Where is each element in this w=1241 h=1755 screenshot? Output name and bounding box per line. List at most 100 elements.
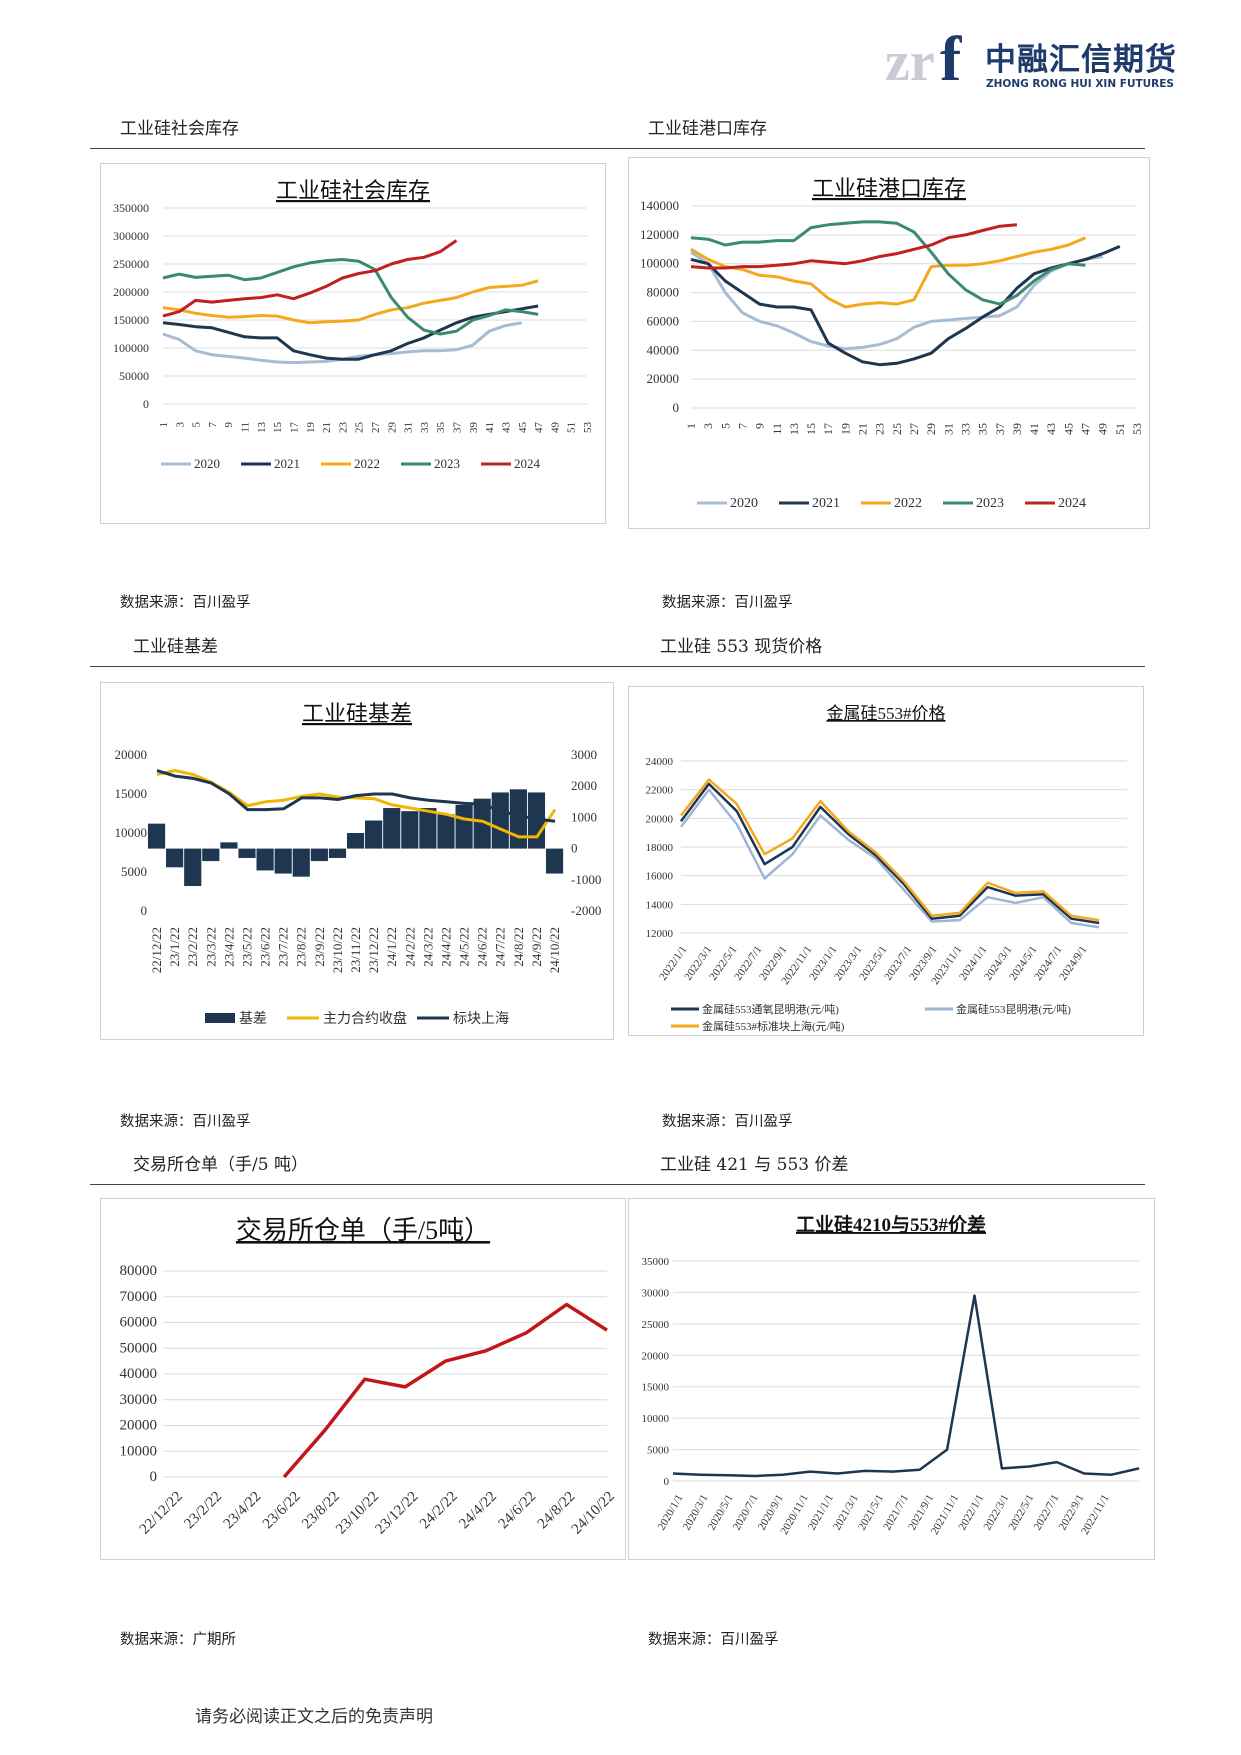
y-tick-label: 100000 xyxy=(113,341,149,355)
x-tick-label: 3 xyxy=(174,422,186,428)
section-rule-2 xyxy=(90,666,1145,667)
basis-bar xyxy=(346,833,365,849)
chart-box-social-inventory: 工业硅社会库存 0 50000 100000 150000 200000 250000 300… xyxy=(100,163,606,524)
y-tick-label: 35000 xyxy=(642,1256,670,1268)
basis-bar xyxy=(455,804,473,849)
basis-bar xyxy=(147,823,166,849)
x-tick-label: 25 xyxy=(354,422,366,434)
y-tick-label: 20000 xyxy=(646,813,674,825)
y-tick-label: 5000 xyxy=(647,1445,670,1457)
x-tick-label: 19 xyxy=(838,423,852,435)
x-tick-label: 17 xyxy=(288,422,300,434)
y-tick-label: 50000 xyxy=(120,1340,158,1356)
source-spot-price: 数据来源：百川盈孚 xyxy=(662,1114,793,1130)
series-line-2022 xyxy=(690,236,1087,309)
chart-social-inventory: 工业硅社会库存 0 50000 100000 150000 200000 250000 300… xyxy=(113,178,594,471)
x-tick-label: 7 xyxy=(735,423,749,429)
x-tick-label: 31 xyxy=(403,422,415,433)
chart-title: 金属硅553#价格 xyxy=(827,704,946,723)
x-tick-label: 49 xyxy=(1096,423,1110,435)
legend-label: 金属硅553昆明港(元/吨) xyxy=(956,1002,1071,1016)
legend-label: 2023 xyxy=(434,456,460,471)
series-line-2023 xyxy=(690,220,1086,306)
chart-spot-price: 金属硅553#价格 12000 14000 16000 18000 20000 22000 2… xyxy=(646,704,1127,1033)
legend-label: 2020 xyxy=(730,496,758,511)
x-tick-label: 9 xyxy=(223,422,235,428)
chart-title: 交易所仓单（手/5吨） xyxy=(236,1216,490,1245)
section-rule-3 xyxy=(90,1184,1145,1185)
legend-label: 2021 xyxy=(274,456,300,471)
series-line-1 xyxy=(680,788,1100,929)
legend-label: 2022 xyxy=(894,496,922,511)
x-tick-label: 15 xyxy=(272,422,284,434)
x-tick-label: 17 xyxy=(821,423,835,435)
basis-bar xyxy=(437,814,455,849)
y-tick-label: 0 xyxy=(143,397,149,411)
x-tick-label: 45 xyxy=(517,422,529,434)
y-tick-label: 30000 xyxy=(642,1287,670,1299)
y-tick-label: 200000 xyxy=(113,285,149,299)
series-line-2023 xyxy=(162,258,539,336)
x-tick-label: 15 xyxy=(804,423,818,435)
x-tick-label: 23/6/22 xyxy=(260,1489,304,1533)
x-tick-label: 45 xyxy=(1061,423,1075,435)
chart-box-warehouse: 交易所仓单（手/5吨） 0 10000 20000 30000 40000 50000 600… xyxy=(100,1198,626,1560)
y-left-tick-label: 15000 xyxy=(115,786,148,801)
x-tick-label: 35 xyxy=(976,423,990,435)
x-tick-label: 21 xyxy=(321,422,333,433)
basis-bar xyxy=(419,808,437,849)
x-tick-label: 41 xyxy=(1027,423,1041,435)
source-spread: 数据来源：百川盈孚 xyxy=(648,1632,779,1648)
y-right-tick-label: 0 xyxy=(571,841,578,856)
section-rule-1 xyxy=(90,148,1145,149)
x-tick-label: 24/6/22 xyxy=(496,1489,540,1533)
legend-swatch xyxy=(205,1013,235,1023)
y-tick-label: 22000 xyxy=(646,785,674,797)
x-tick-label: 51 xyxy=(566,422,578,433)
y-tick-label: 50000 xyxy=(119,369,149,383)
y-tick-label: 120000 xyxy=(640,227,679,242)
x-tick-label: 43 xyxy=(500,422,512,434)
legend-label: 主力合约收盘 xyxy=(323,1010,407,1027)
source-warehouse: 数据来源：广期所 xyxy=(120,1632,236,1648)
x-tick-label: 27 xyxy=(907,423,921,435)
y-tick-label: 20000 xyxy=(647,371,680,386)
chart-warehouse: 交易所仓单（手/5吨） 0 10000 20000 30000 40000 50000 600… xyxy=(120,1216,618,1538)
x-tick-label: 53 xyxy=(1130,423,1144,435)
legend-label: 基差 xyxy=(239,1010,267,1027)
x-tick-label: 11 xyxy=(770,423,784,435)
y-tick-label: 10000 xyxy=(642,1413,670,1425)
legend-label: 金属硅553通氧昆明港(元/吨) xyxy=(702,1002,839,1016)
basis-bar xyxy=(365,820,383,849)
y-tick-label: 350000 xyxy=(113,201,149,215)
x-tick-label: 7 xyxy=(207,422,219,428)
y-left-tick-label: 10000 xyxy=(115,825,148,840)
x-tick-label: 37 xyxy=(993,423,1007,435)
x-tick-label: 23/7/22 xyxy=(276,927,291,967)
series-line-2024 xyxy=(690,223,1018,270)
x-tick-label: 23/10/22 xyxy=(333,1489,382,1538)
x-tick-label: 49 xyxy=(549,422,561,434)
chart-title: 工业硅社会库存 xyxy=(276,178,430,203)
x-tick-label: 29 xyxy=(924,423,938,435)
legend-label: 2024 xyxy=(1058,496,1086,511)
legend-label: 2023 xyxy=(976,496,1004,511)
y-tick-label: 25000 xyxy=(642,1319,670,1331)
x-tick-label: 24/9/22 xyxy=(529,927,544,967)
svg-text:f: f xyxy=(940,28,962,90)
x-tick-label: 51 xyxy=(1113,423,1127,435)
x-tick-label: 23/4/22 xyxy=(221,1489,265,1533)
series-line-2020 xyxy=(690,250,1103,351)
source-social-inventory: 数据来源：百川盈孚 xyxy=(120,595,251,611)
y-tick-label: 40000 xyxy=(120,1366,158,1382)
x-tick-label: 23/5/22 xyxy=(239,927,254,967)
series-line-spread xyxy=(672,1294,1140,1478)
y-left-tick-label: 0 xyxy=(141,903,148,918)
logo-sub-text: ZHONG RONG HUI XIN FUTURES xyxy=(986,78,1174,90)
chart-box-port-inventory: 工业硅港口库存 0 20000 40000 60000 80000 100000 120000… xyxy=(628,157,1150,529)
x-tick-label: 39 xyxy=(1010,423,1024,435)
x-tick-label: 24/10/22 xyxy=(547,927,562,973)
section-title-social-inventory: 工业硅社会库存 xyxy=(120,119,239,139)
chart-port-inventory: 工业硅港口库存 0 20000 40000 60000 80000 100000 120000… xyxy=(640,176,1144,511)
y-tick-label: 20000 xyxy=(642,1350,670,1362)
